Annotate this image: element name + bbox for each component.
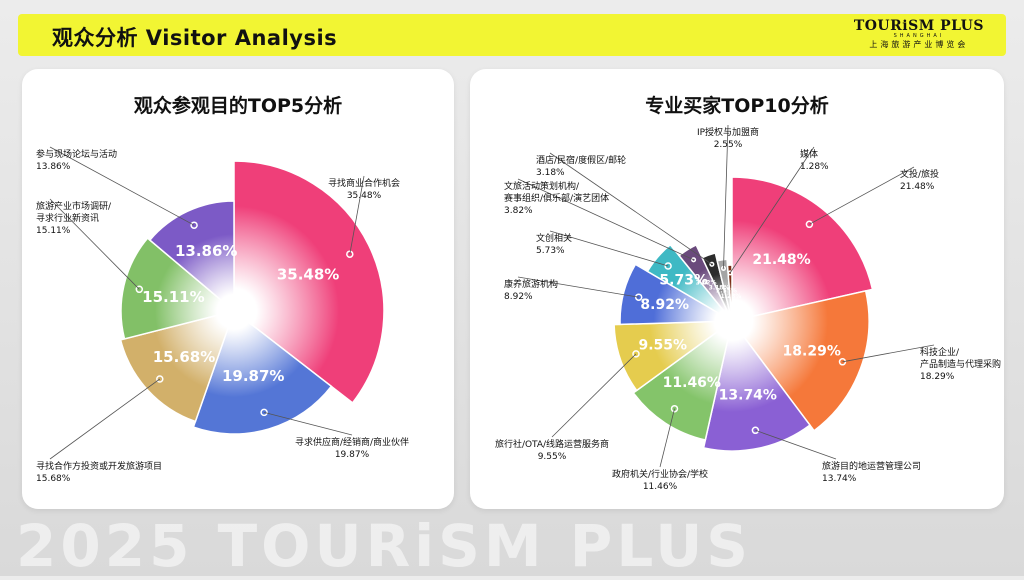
pie-category-label-0: 文投/旅投 21.48%: [900, 168, 939, 192]
pie-value-label-2: 13.74%: [719, 388, 777, 404]
visitor-purpose-pie-chart: 35.48%19.87%15.68%15.11%13.86%寻找商业合作机会 35…: [36, 146, 409, 484]
pie-value-label-4: 13.86%: [175, 242, 237, 260]
pie-slice-2: [119, 309, 236, 423]
leader-line-2: [49, 378, 161, 460]
leader-line-4: [49, 146, 195, 226]
pie-marker-8: [709, 261, 715, 267]
pie-value-label-1: 18.29%: [783, 343, 841, 359]
pie-value-label-0: 21.48%: [752, 252, 810, 268]
pie-category-label-9: IP授权与加盟商 2.55%: [697, 126, 759, 150]
pie-value-label-8: 3.18%: [709, 285, 730, 292]
leader-line-10: [729, 146, 815, 274]
pie-category-label-3: 旅游产业市场调研/寻求行业新资讯 15.11%: [36, 200, 112, 236]
pie-slice-6: [646, 243, 733, 322]
pie-slice-3: [120, 237, 236, 340]
pie-value-label-1: 19.87%: [222, 367, 284, 385]
pie-value-labels: 21.48% 18.29% 13.74%11.46% 9.55% 8.92% 5.73%3…: [632, 220, 847, 435]
pie-value-label-5: 8.92%: [640, 297, 689, 313]
pie-marker-2: [156, 375, 164, 383]
pie-category-labels: 寻找商业合作机会 35.48% 寻求供应商/经销商/商业伙伴 19.87% 寻找合作方投…: [36, 146, 409, 484]
professional-buyers-chart-title: 专业买家TOP10分析: [645, 95, 829, 117]
header-banner: 观众分析 Visitor Analysis TOURiSM PLUS SHANG…: [18, 14, 1006, 56]
pie-slice-0: [731, 176, 874, 322]
pie-value-label-7: 3.82%: [696, 280, 717, 287]
leader-line-3: [659, 408, 675, 468]
pie-marker-0: [805, 220, 814, 229]
leader-line-3: [49, 198, 140, 290]
pie-category-label-2: 寻找合作方投资或开发旅游项目 15.68%: [36, 460, 162, 484]
pie-category-label-0: 寻找商业合作机会 35.48%: [328, 177, 400, 201]
pie-category-label-10: 媒体 1.28%: [800, 148, 829, 172]
pie-category-label-7: 文旅活动策划机构/赛事组织/俱乐部/演艺团体 3.82%: [504, 180, 609, 216]
pie-marker-7: [691, 257, 697, 263]
pie-marker-2: [751, 426, 760, 435]
leader-line-9: [723, 124, 729, 269]
pie-category-label-2: 旅游目的地运营管理公司 13.74%: [822, 460, 921, 484]
pie-slice-7: [678, 244, 733, 322]
leader-line-0: [809, 166, 915, 225]
pie-slice-3: [632, 319, 734, 441]
pie-marker-4: [632, 350, 640, 358]
leader-line-5: [517, 276, 639, 298]
pie-marker-1: [260, 408, 268, 417]
pie-category-label-4: 旅行社/OTA/线路运营服务商 9.55%: [495, 438, 609, 462]
pie-slice-4: [613, 320, 735, 392]
logo-main-text: TOURiSM PLUS: [853, 18, 984, 34]
pie-slice-10: [726, 264, 733, 322]
pie-slice-4: [148, 200, 235, 313]
logo-sub-text: 上海旅游产业博览会: [869, 40, 969, 49]
pie-slice-5: [619, 263, 735, 326]
pie-category-labels: 文投/旅投 21.48% 科技企业/产品制造与代理采购 18.29% 旅游目的地运营管理…: [495, 124, 1001, 492]
pie-slice-9: [716, 258, 733, 322]
pie-slices: [613, 176, 874, 452]
pie-value-label-9: 2.55%: [716, 287, 737, 294]
professional-buyers-pie-chart: 21.48% 18.29% 13.74%11.46% 9.55% 8.92% 5.73%3…: [495, 124, 1001, 492]
page-title: 观众分析 Visitor Analysis: [52, 26, 338, 50]
visitor-purpose-card: 观众参观目的TOP5分析 35.48% 19.87% 15.68% 15.11% 13.…: [22, 69, 454, 509]
pie-category-label-1: 科技企业/产品制造与代理采购 18.29%: [920, 346, 1001, 382]
pie-marker-3: [670, 404, 679, 413]
pie-marker-4: [190, 221, 198, 229]
pie-category-label-6: 文创相关 5.73%: [536, 232, 572, 256]
pie-slice-1: [192, 309, 333, 435]
pie-value-label-6: 5.73%: [659, 273, 708, 289]
pie-marker-5: [634, 293, 643, 301]
pie-slice-1: [730, 290, 870, 432]
pie-marker-3: [135, 285, 144, 294]
professional-buyers-card: 专业买家TOP10分析 21.48% 18.29% 13.74% 11.46% 9.55…: [470, 69, 1004, 509]
leader-line-4: [551, 353, 637, 438]
leader-line-2: [755, 429, 837, 460]
pie-category-label-3: 政府机关/行业协会/学校 11.46%: [612, 468, 708, 492]
brand-logo: TOURiSM PLUS SHANGHAI 上海旅游产业博览会: [854, 18, 984, 50]
pie-marker-10: [727, 270, 733, 276]
pie-value-labels: 35.48% 19.87% 15.68% 15.11% 13.86%: [135, 221, 354, 417]
pie-marker-0: [346, 250, 354, 258]
pie-category-label-8: 酒店/民宿/度假区/邮轮 3.18%: [536, 154, 626, 178]
pie-category-label-5: 康养旅游机构 8.92%: [504, 278, 558, 302]
pie-slice-0: [233, 160, 385, 404]
leader-line-6: [549, 230, 669, 267]
pie-value-label-0: 35.48%: [277, 266, 339, 284]
pie-category-label-1: 寻求供应商/经销商/商业伙伴 19.87%: [295, 436, 409, 460]
leader-line-1: [842, 344, 935, 363]
leader-line-8: [549, 152, 713, 265]
pie-value-label-10: 1.28%: [720, 293, 741, 300]
pie-value-label-3: 15.11%: [142, 288, 204, 306]
pie-value-label-3: 11.46%: [663, 375, 721, 391]
leader-line-7: [517, 178, 694, 261]
logo-city-text: SHANGHAI: [893, 33, 945, 39]
visitor-purpose-chart-title: 观众参观目的TOP5分析: [133, 95, 343, 117]
pie-value-label-4: 9.55%: [639, 338, 688, 354]
pie-slices: [119, 160, 385, 435]
watermark-text: 2025 TOURiSM PLUS: [16, 512, 753, 580]
pie-marker-1: [838, 358, 847, 366]
leader-line-0: [349, 175, 365, 255]
pie-slice-2: [702, 319, 811, 452]
leader-line-1: [264, 412, 353, 436]
pie-marker-6: [664, 262, 672, 270]
pie-category-label-4: 参与现场论坛与活动 13.86%: [36, 148, 117, 172]
pie-value-label-2: 15.68%: [153, 348, 215, 366]
